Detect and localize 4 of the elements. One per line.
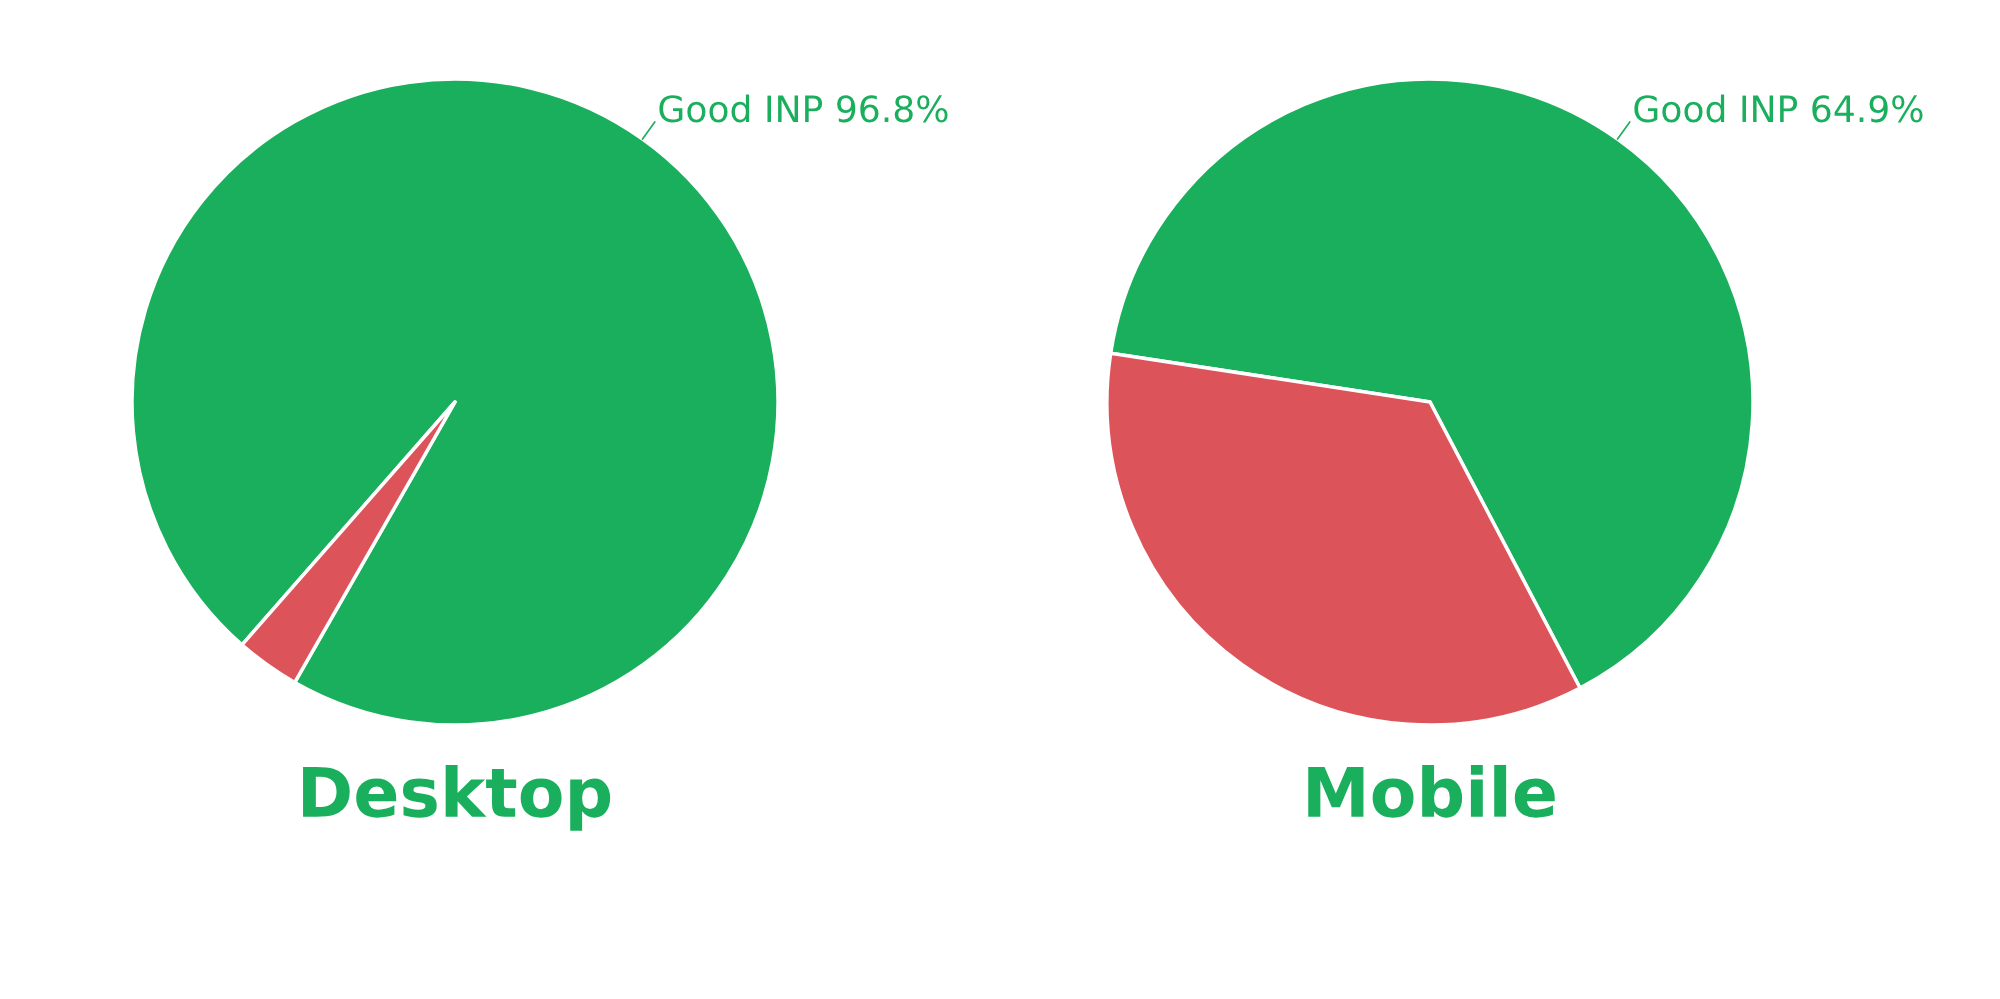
text: Desktop bbox=[303, 764, 611, 831]
slice-label: Good INP 96.8% bbox=[659, 94, 948, 123]
slice-label: Good INP 64.9% bbox=[1634, 94, 1923, 123]
text: Mobile bbox=[1308, 764, 1555, 818]
